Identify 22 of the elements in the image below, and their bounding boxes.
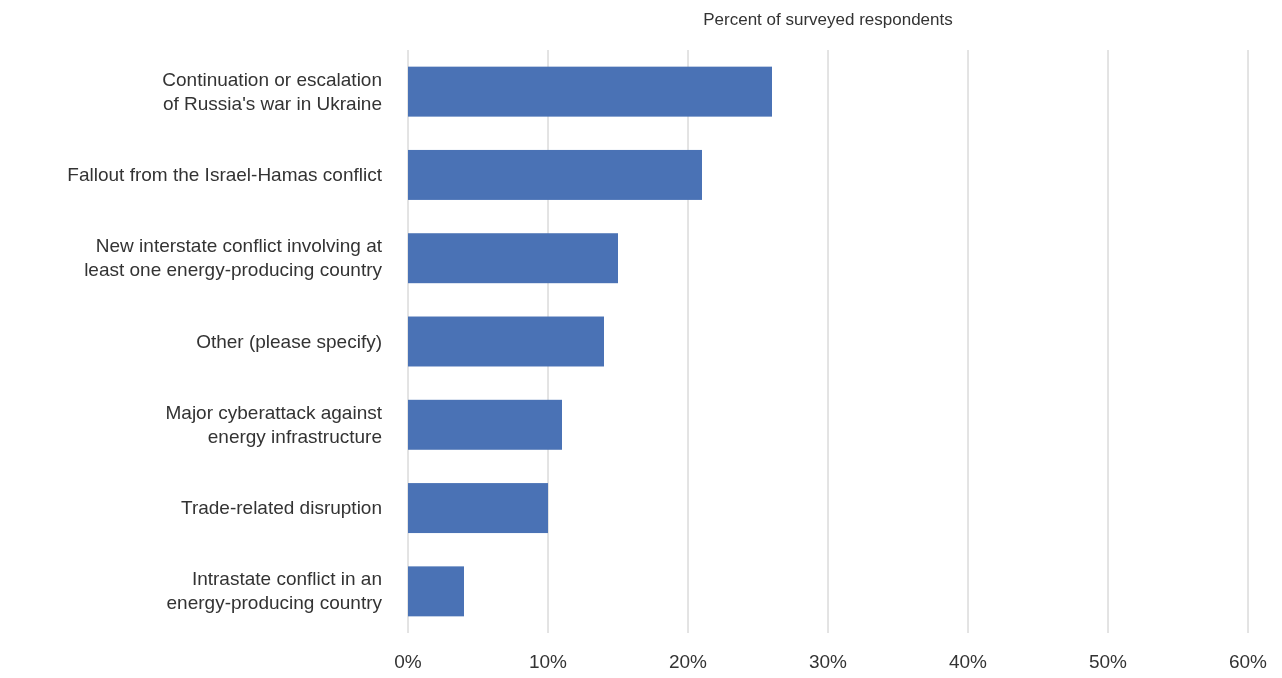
x-tick-label: 20%: [668, 651, 708, 672]
bar: [408, 566, 464, 617]
bar: [408, 399, 562, 450]
y-tick-label: Other (please specify): [196, 330, 382, 352]
x-axis-title: Percent of surveyed respondents: [703, 10, 953, 29]
bar: [408, 316, 604, 367]
y-tick-label: Intrastate conflict in an energy-producing country: [166, 568, 383, 614]
y-tick-label: Continuation or escalation of Russia's war in Ukraine: [162, 68, 382, 114]
y-tick-label: New interstate conflict involving at least one energy-producing country: [84, 235, 383, 281]
x-tick-label: 30%: [808, 651, 848, 672]
x-tick-label: 10%: [528, 651, 568, 672]
x-tick-label: 50%: [1088, 651, 1128, 672]
bar: [408, 233, 618, 284]
y-tick-label: Trade-related disruption: [180, 497, 382, 519]
bar: [408, 483, 548, 534]
y-tick-label: Fallout from the Israel-Hamas conflict: [67, 163, 383, 185]
x-tick-label: 40%: [948, 651, 988, 672]
bar: [408, 66, 772, 117]
x-tick-label: 60%: [1228, 651, 1268, 672]
y-tick-label: Major cyberattack against energy infrastructure: [165, 401, 383, 447]
bar: [408, 149, 702, 200]
x-tick-label: 0%: [394, 651, 422, 672]
